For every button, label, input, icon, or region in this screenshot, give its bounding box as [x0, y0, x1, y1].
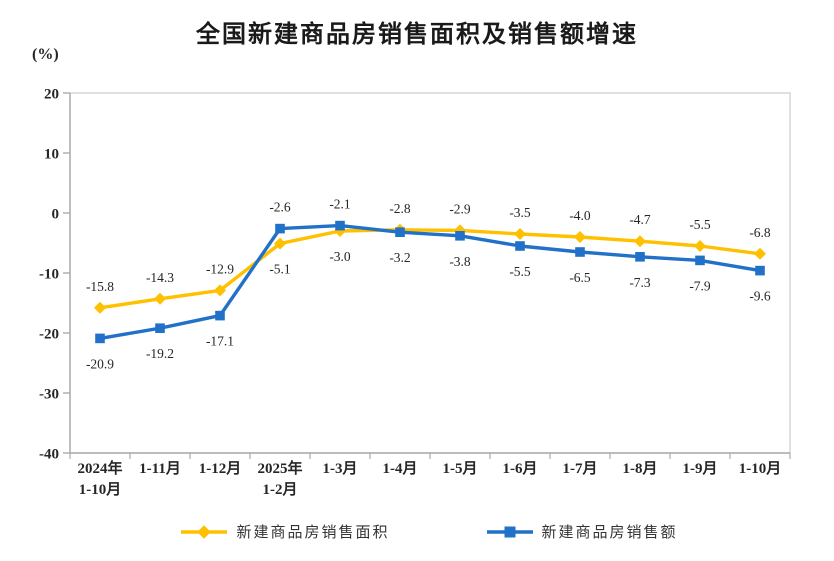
legend-item-sales-amount: 新建商品房销售额	[486, 521, 678, 542]
y-axis-unit-label: (%)	[32, 46, 59, 63]
data-label: -14.3	[146, 270, 174, 285]
square-marker-icon	[504, 526, 515, 537]
y-axis-tick-label: -20	[39, 327, 59, 343]
x-axis-category-label: 1-6月	[503, 460, 538, 477]
square-marker-icon	[275, 223, 285, 234]
diamond-marker-icon	[754, 247, 766, 260]
square-marker-icon	[95, 333, 105, 344]
data-label: -4.0	[569, 208, 591, 223]
data-label: -2.9	[449, 201, 471, 216]
x-axis-category-label: 1-9月	[683, 460, 718, 477]
data-label: -3.5	[509, 205, 531, 220]
data-label: -2.1	[329, 197, 350, 212]
data-label: -6.8	[749, 225, 771, 240]
x-axis-category-label: 1-10月	[739, 460, 782, 477]
data-label: -3.2	[389, 250, 410, 265]
data-label: -19.2	[146, 346, 174, 361]
x-axis-category-label: 2025年 1-2月	[257, 459, 302, 498]
data-label: -2.8	[389, 201, 411, 216]
series-line-sales-amount	[99, 223, 761, 341]
legend-label-sales-area: 新建商品房销售面积	[236, 525, 390, 541]
data-label: -3.8	[449, 254, 471, 269]
data-label: -3.0	[329, 249, 351, 264]
data-label: -9.6	[749, 289, 771, 304]
plot-border	[69, 92, 791, 454]
diamond-marker-icon	[94, 301, 106, 314]
x-axis-category-label: 1-5月	[443, 460, 478, 477]
diamond-marker-icon	[634, 235, 646, 248]
diamond-marker-icon	[274, 237, 286, 250]
x-axis-category-label: 1-7月	[563, 460, 598, 477]
chart-legend: 新建商品房销售面积 新建商品房销售额	[24, 521, 834, 542]
data-label: -6.5	[569, 270, 591, 285]
data-label: -4.7	[629, 212, 651, 227]
square-marker-icon	[335, 220, 345, 231]
sales-area-legend-swatch	[181, 524, 228, 539]
data-label: -7.9	[689, 278, 711, 293]
diamond-marker-icon	[214, 284, 226, 297]
square-marker-icon	[695, 255, 705, 266]
y-axis-tick-label: 20	[44, 87, 59, 103]
y-axis-tick-label: -40	[39, 447, 59, 463]
data-label: -5.5	[509, 264, 531, 279]
diamond-marker-icon	[197, 524, 212, 539]
diamond-marker-icon	[154, 292, 166, 305]
square-marker-icon	[515, 241, 525, 251]
data-label: -15.8	[86, 279, 114, 294]
data-label: -2.6	[269, 200, 291, 215]
square-marker-icon	[155, 323, 165, 333]
y-axis-tick-label: -30	[39, 387, 59, 403]
square-marker-icon	[575, 247, 585, 257]
square-marker-icon	[455, 231, 465, 241]
y-axis-tick-label: 10	[44, 147, 59, 163]
square-marker-icon	[395, 227, 405, 237]
square-marker-icon	[215, 310, 225, 321]
x-axis-category-label: 2024年 1-10月	[77, 459, 122, 498]
x-axis-category-label: 1-12月	[199, 460, 242, 477]
data-label: -5.5	[689, 217, 711, 232]
diamond-marker-icon	[574, 231, 586, 243]
data-label: -20.9	[86, 356, 114, 371]
y-axis-tick-label: -10	[39, 267, 59, 283]
x-axis-category-label: 1-4月	[383, 460, 418, 477]
series-line-sales-area	[99, 228, 761, 310]
data-label: -5.1	[269, 262, 290, 277]
x-axis-category-label: 1-8月	[623, 460, 658, 477]
square-marker-icon	[635, 252, 645, 262]
y-axis-tick-label: 0	[52, 207, 60, 223]
data-label: -12.9	[206, 261, 234, 276]
x-axis-category-label: 1-11月	[139, 460, 181, 477]
data-label: -7.3	[629, 275, 651, 290]
diamond-marker-icon	[694, 240, 706, 252]
chart-title: 全国新建商品房销售面积及销售额增速	[196, 21, 638, 48]
square-marker-icon	[755, 265, 765, 276]
sales-amount-legend-swatch	[486, 526, 533, 537]
legend-label-sales-amount: 新建商品房销售额	[541, 525, 678, 541]
data-label: -17.1	[206, 334, 234, 349]
legend-item-sales-area: 新建商品房销售面积	[180, 521, 389, 542]
diamond-marker-icon	[514, 228, 526, 240]
x-axis-category-label: 1-3月	[323, 460, 358, 477]
